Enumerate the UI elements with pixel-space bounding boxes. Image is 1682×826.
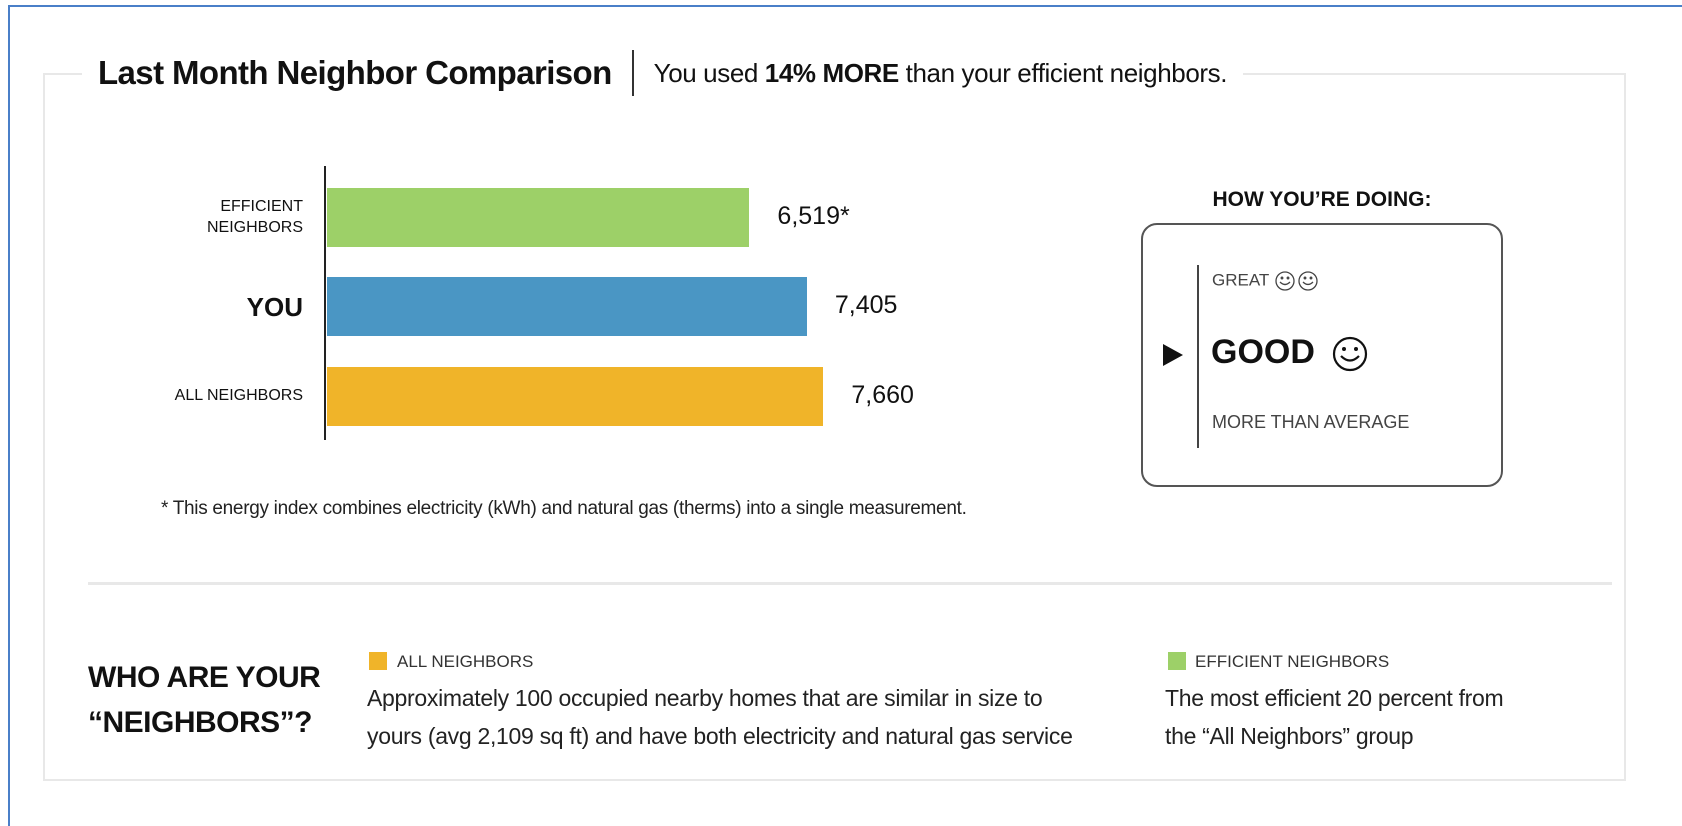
value-label: 7,660 bbox=[851, 381, 914, 409]
level-more: MORE THAN AVERAGE bbox=[1212, 412, 1410, 432]
level-great: GREAT bbox=[1212, 270, 1320, 292]
divider bbox=[88, 582, 1612, 585]
bar bbox=[327, 277, 807, 336]
legend-label: EFFICIENT NEIGHBORS bbox=[1195, 652, 1390, 671]
subtitle-emphasis: 14% MORE bbox=[764, 57, 899, 88]
smiley-icons bbox=[1275, 271, 1318, 291]
level-good: GOOD bbox=[1211, 333, 1370, 374]
level-label: GOOD bbox=[1211, 333, 1315, 371]
doing-heading: HOW YOU’RE DOING: bbox=[1212, 188, 1432, 211]
group-description: The most efficient 20 percent from the “… bbox=[1165, 685, 1504, 749]
axis-line bbox=[324, 166, 326, 440]
value-label: 7,405 bbox=[834, 291, 898, 319]
legend-swatch bbox=[369, 652, 387, 670]
legend-label: ALL NEIGHBORS bbox=[397, 652, 534, 671]
frame bbox=[8, 5, 1682, 826]
doing-scale-line bbox=[1197, 265, 1199, 448]
legend-swatch bbox=[1168, 652, 1186, 670]
title: Last Month Neighbor Comparison bbox=[98, 54, 612, 91]
level-label: GREAT bbox=[1212, 270, 1269, 290]
value-label: 6,519* bbox=[777, 202, 850, 230]
doing-box bbox=[1141, 223, 1503, 487]
smiley-icon bbox=[1333, 336, 1368, 372]
category-label: YOU bbox=[246, 292, 303, 322]
subtitle-text: than your efficient neighbors. bbox=[905, 57, 1228, 88]
subtitle-text: You used bbox=[653, 57, 759, 88]
pointer-arrow bbox=[1163, 344, 1183, 366]
neighbors-heading: WHO ARE YOUR “NEIGHBORS”? bbox=[88, 661, 321, 739]
bar bbox=[327, 188, 750, 247]
separator bbox=[631, 50, 634, 96]
category-label: ALL NEIGHBORS bbox=[174, 387, 303, 404]
category-label: EFFICIENT NEIGHBORS bbox=[206, 198, 303, 236]
bar bbox=[327, 367, 824, 426]
subtitle: You used 14% MORE than your efficient ne… bbox=[653, 57, 1228, 89]
footnote: * This energy index combines electricity… bbox=[161, 498, 967, 519]
group-description: Approximately 100 occupied nearby homes … bbox=[367, 685, 1073, 749]
title-bar: Last Month Neighbor Comparison You used … bbox=[82, 46, 1244, 100]
